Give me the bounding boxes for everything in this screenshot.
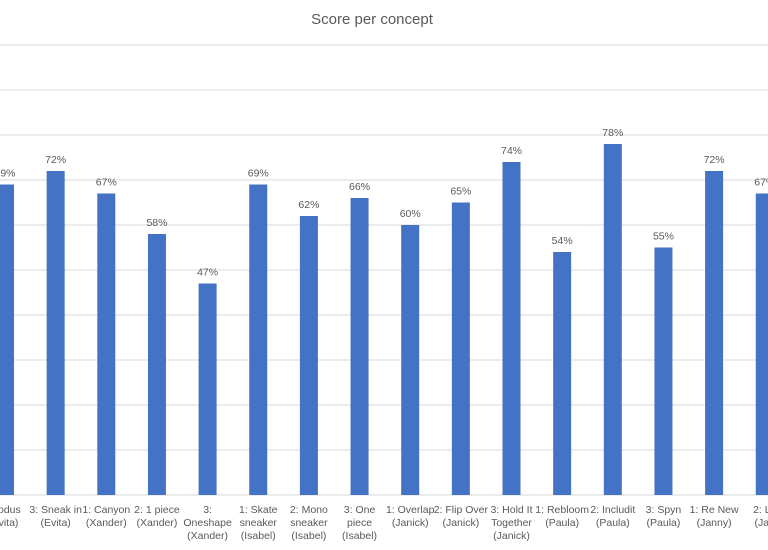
x-tick-label: 2: 1 piece (Xander) [134, 504, 180, 529]
x-tick-label: 3: Hold It Together (Janick) [490, 504, 532, 542]
bar [249, 184, 268, 495]
value-label: 47% [197, 266, 218, 278]
x-tick-label: 3: Spyn (Paula) [646, 504, 682, 529]
x-tick-label: 2: Flip Over (Janick) [434, 504, 489, 529]
x-tick-label: 3: Oneshape (Xander) [183, 504, 232, 542]
x-tick-label: 1: Rebloom (Paula) [535, 504, 589, 529]
value-label: 78% [602, 127, 623, 139]
bar [97, 193, 116, 495]
bar [603, 144, 622, 495]
x-tick-label: 2: Mono sneaker (Isabel) [290, 504, 328, 542]
value-label: 69% [248, 167, 269, 179]
value-label: 67% [96, 176, 117, 188]
value-label: 72% [704, 154, 725, 166]
bar [401, 225, 420, 495]
value-label: 72% [45, 154, 66, 166]
x-tick-label: 1: Canyon (Xander) [82, 504, 130, 529]
value-label: 60% [400, 208, 421, 220]
bar [553, 252, 572, 495]
x-tick-label: 3: One piece (Isabel) [342, 504, 377, 542]
value-label: 65% [450, 185, 471, 197]
x-tick-label: ModusEvita) [0, 504, 21, 529]
x-tick-label: 3: Sneak in (Evita) [29, 504, 82, 529]
value-label: 69% [0, 167, 16, 179]
value-label: 58% [146, 217, 167, 229]
x-tick-label: 1: Re New (Janny) [690, 504, 739, 529]
chart-title: Score per concept [311, 11, 434, 28]
bar [705, 171, 724, 495]
value-label: 54% [552, 235, 573, 247]
x-tick-label: 2: Le(Jan [753, 504, 768, 529]
bar [654, 247, 673, 495]
value-label: 74% [501, 145, 522, 157]
bar [502, 162, 521, 495]
bar [350, 198, 369, 495]
value-label: 67% [754, 176, 768, 188]
bar [451, 202, 470, 495]
x-tick-label: 1: Skate sneaker (Isabel) [239, 504, 278, 542]
x-tick-label: 1: Overlap (Janick) [386, 504, 435, 529]
bar [755, 193, 768, 495]
bar [0, 184, 14, 495]
bar [147, 234, 166, 495]
bar [46, 171, 65, 495]
value-label: 55% [653, 230, 674, 242]
bar [299, 216, 318, 495]
x-tick-label: 2: Includit (Paula) [590, 504, 635, 529]
value-label: 62% [298, 199, 319, 211]
value-label: 66% [349, 181, 370, 193]
bar [198, 283, 217, 495]
